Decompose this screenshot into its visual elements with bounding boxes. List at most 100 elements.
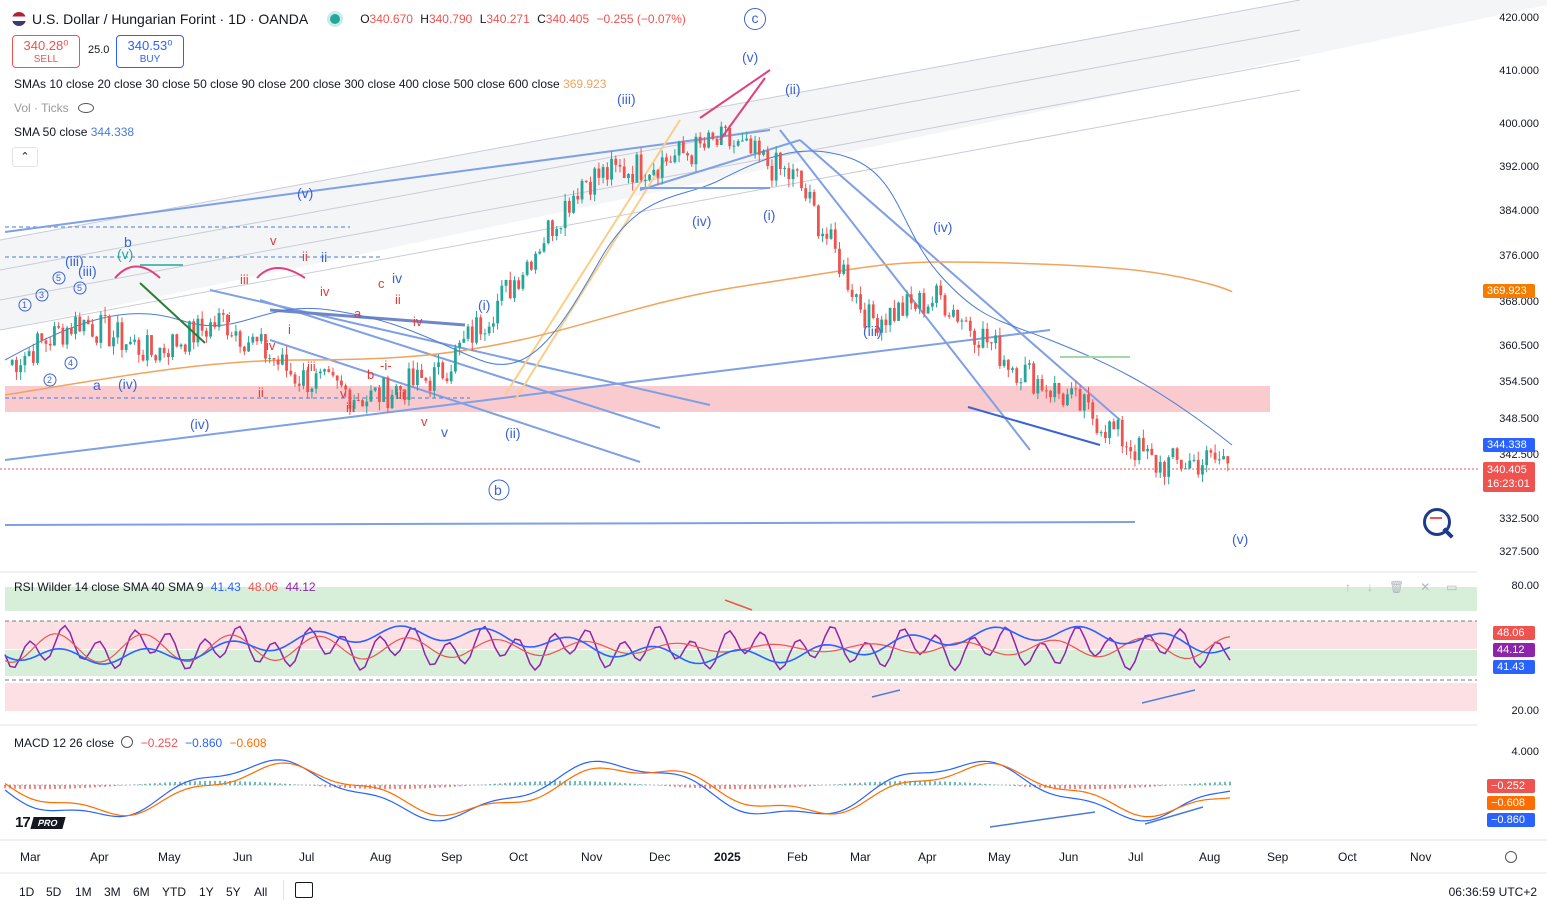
candle-body	[529, 261, 533, 270]
candle-body	[344, 385, 348, 390]
buy-button[interactable]: 340.53⁰ BUY	[116, 35, 184, 68]
candle-body	[1158, 461, 1162, 473]
candle-body	[496, 300, 499, 324]
macd-bar	[554, 780, 556, 785]
candle-body	[1171, 448, 1175, 458]
candle-body	[1078, 388, 1082, 411]
move-down-icon[interactable]: ↓	[1367, 580, 1373, 594]
candle-body	[669, 161, 673, 163]
symbol-title[interactable]: U.S. Dollar / Hungarian Forint · 1D · OA…	[32, 11, 309, 27]
candle-body	[27, 351, 31, 356]
macd-bar	[1219, 782, 1221, 785]
candle-body	[1205, 450, 1209, 466]
collapse-legend-button[interactable]: ⌃	[12, 147, 38, 167]
range-5d[interactable]: 5D	[46, 885, 62, 899]
macd-bar	[274, 783, 276, 785]
candle-body	[1133, 451, 1137, 461]
candle-body	[1116, 419, 1120, 430]
range-1y[interactable]: 1Y	[199, 885, 214, 899]
smas-legend[interactable]: SMAs 10 close 20 close 30 close 50 close…	[14, 77, 607, 91]
countdown: 16:23:01	[1487, 478, 1530, 490]
candle-body	[458, 342, 462, 348]
macd-bar	[729, 785, 731, 790]
candle-body	[673, 155, 677, 163]
sma50-legend[interactable]: SMA 50 close 344.338	[14, 125, 135, 139]
range-5y[interactable]: 5Y	[226, 885, 241, 899]
macd-bar	[564, 780, 566, 785]
candle-body	[340, 380, 343, 386]
macd-bar	[309, 785, 311, 786]
move-up-icon[interactable]: ↑	[1345, 580, 1351, 594]
macd-histogram	[4, 780, 1231, 790]
wave-label: (iii)	[863, 323, 882, 339]
rsi-value-2: 48.06	[248, 580, 279, 594]
range-3m[interactable]: 3M	[104, 885, 121, 899]
candle-body	[462, 338, 466, 343]
hidden-eye-icon[interactable]	[78, 103, 95, 113]
macd-bar	[869, 782, 871, 785]
macd-settings-icon[interactable]	[121, 736, 134, 748]
macd-bar	[1144, 785, 1146, 788]
macd-bar	[404, 785, 406, 789]
candle-body	[99, 314, 103, 343]
macd-bar	[349, 785, 351, 789]
axis-settings-icon[interactable]	[1505, 851, 1517, 863]
candle-body	[19, 365, 23, 373]
close-icon[interactable]: ✕	[1420, 580, 1431, 594]
candle-body	[1091, 402, 1095, 419]
candle-body	[411, 368, 415, 386]
range-1m[interactable]: 1M	[75, 885, 92, 899]
candle-body	[631, 173, 635, 183]
macd-bar	[194, 781, 196, 785]
candle-body	[1184, 468, 1187, 470]
candle-body	[15, 359, 18, 373]
macd-bar	[424, 785, 426, 789]
candle-body	[715, 138, 719, 145]
candle-body	[1137, 437, 1141, 461]
sell-button[interactable]: 340.28⁰ SELL	[12, 35, 80, 68]
market-status-icon[interactable]	[330, 14, 341, 24]
delete-icon[interactable]: 🗑	[1389, 580, 1405, 594]
candle-body	[280, 354, 284, 365]
macd-bar	[544, 781, 546, 785]
tradingview-logo[interactable]: 17 PRO	[15, 814, 65, 831]
rsi-tag-1: 48.06	[1493, 626, 1535, 640]
pitchfork-band	[0, 0, 1547, 330]
rsi-divergence	[724, 599, 753, 611]
svg-text:iv: iv	[320, 284, 330, 299]
range-ytd[interactable]: YTD	[162, 885, 186, 899]
rsi-legend[interactable]: RSI Wilder 14 close SMA 40 SMA 9 41.43 4…	[14, 580, 316, 594]
candle-body	[150, 335, 153, 356]
candle-body	[572, 195, 575, 213]
candle-body	[546, 220, 550, 244]
candle-body	[1217, 459, 1221, 461]
magnifier-icon[interactable]	[1423, 508, 1451, 536]
wave-label: (iv)	[190, 416, 209, 432]
candle-body	[407, 368, 411, 400]
candle-body	[238, 331, 242, 347]
svg-text:iv: iv	[266, 338, 276, 353]
macd-tag-3: −0.860	[1487, 813, 1535, 827]
macd-bar	[4, 785, 6, 789]
macd-legend[interactable]: MACD 12 26 close −0.252 −0.860 −0.608	[14, 736, 267, 750]
volume-legend[interactable]: Vol · Ticks	[14, 101, 95, 115]
clock[interactable]: 06:36:59 UTC+2	[1448, 885, 1537, 899]
macd-bar	[1084, 785, 1086, 790]
maximize-icon[interactable]: ▭	[1446, 580, 1458, 594]
range-1d[interactable]: 1D	[19, 885, 35, 899]
candle-body	[453, 347, 457, 372]
date-range-icon[interactable]	[295, 882, 313, 898]
candle-body	[656, 169, 660, 178]
rsi-divergence	[1141, 689, 1196, 704]
macd-bar	[439, 785, 441, 788]
wave-circle	[488, 479, 510, 501]
macd-bar	[719, 785, 721, 789]
range-6m[interactable]: 6M	[133, 885, 150, 899]
macd-bar	[1109, 785, 1111, 789]
candle-body	[61, 327, 65, 345]
macd-bar	[484, 784, 486, 785]
rsi-ma-line	[4, 633, 1231, 663]
range-all[interactable]: All	[254, 885, 268, 899]
macd-bar	[359, 785, 361, 789]
